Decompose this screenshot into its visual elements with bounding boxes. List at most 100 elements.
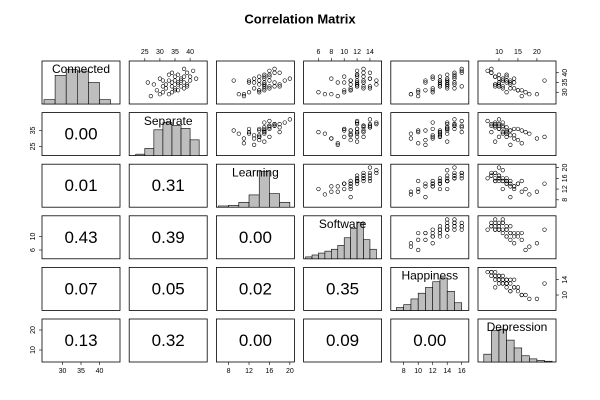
hist-bar (396, 307, 404, 311)
hist-bar (318, 252, 326, 260)
scatter-point (348, 88, 353, 93)
scatter-point (342, 90, 347, 95)
scatter-point (445, 234, 450, 239)
x-tick-label: 8 (227, 368, 231, 375)
hist-bar (258, 171, 270, 208)
hist-bar (218, 205, 229, 208)
scatter-point (354, 173, 360, 178)
scatter-point (354, 178, 360, 184)
scatter-point (367, 84, 373, 89)
y-tick-label: 10 (30, 232, 37, 240)
scatter-point (329, 189, 334, 194)
scatter-point (489, 130, 494, 135)
scatter-point (452, 123, 457, 128)
x-tick-label: 40 (186, 49, 194, 56)
scatter-point (437, 234, 443, 239)
scatter-point (282, 120, 287, 125)
hist-bar (417, 292, 426, 311)
scatter-point (500, 168, 505, 173)
panel (390, 215, 470, 260)
x-tick-label: 12 (245, 368, 253, 375)
panel (477, 266, 557, 311)
scatter-point (459, 220, 464, 225)
scatter-point (361, 125, 366, 130)
scatter-point (416, 189, 421, 194)
scatter-point (262, 120, 267, 125)
scatter-point (493, 120, 498, 125)
x-tick-label: 40 (96, 368, 104, 375)
x-tick-label: 16 (458, 368, 466, 375)
scatter-point (445, 217, 450, 222)
scatter-point (361, 70, 366, 75)
hist-bar (454, 302, 463, 311)
hist-bar (425, 287, 434, 311)
panel (41, 163, 121, 208)
scatter-point (512, 277, 517, 282)
scatter-point (257, 133, 262, 138)
scatter-point (408, 189, 414, 194)
scatter-point (246, 126, 252, 132)
scatter-point (241, 141, 247, 146)
scatter-point (262, 125, 267, 130)
scatter-point (504, 234, 509, 239)
scatter-point (508, 281, 513, 286)
scatter-point (423, 80, 428, 85)
panel (128, 215, 208, 260)
scatter-point (430, 234, 435, 239)
scatter-point (262, 88, 267, 93)
scatter-point (542, 78, 547, 83)
scatter-point (496, 122, 502, 127)
scatter-point (445, 72, 450, 77)
scatter-point (348, 178, 353, 184)
scatter-point (459, 70, 464, 75)
scatter-point (508, 195, 513, 200)
scatter-point (496, 220, 502, 225)
scatter-point (246, 90, 252, 95)
scatter-point (361, 84, 366, 89)
scatter-point (459, 227, 464, 232)
scatter-point (361, 130, 366, 135)
scatter-point (512, 186, 517, 192)
scatter-point (519, 189, 524, 194)
scatter-point (512, 86, 517, 91)
scatter-point (262, 76, 267, 81)
scatter-point (267, 125, 272, 130)
scatter-point (508, 184, 513, 189)
scatter-point (367, 123, 373, 128)
scatter-point (408, 136, 414, 141)
scatter-point (534, 241, 540, 246)
scatter-point (452, 86, 457, 91)
scatter-point (512, 285, 517, 290)
scatter-point (459, 173, 464, 178)
scatter-point (500, 281, 505, 286)
scatter-point (354, 68, 360, 73)
scatter-point (445, 78, 450, 83)
scatter-point (452, 70, 457, 75)
scatter-point (437, 131, 443, 136)
hist-bar (99, 99, 111, 105)
scatter-point (496, 84, 502, 89)
correlation-label: 0.09 (326, 331, 359, 350)
scatter-point (257, 78, 262, 83)
scatter-point (163, 86, 169, 91)
scatter-point (342, 80, 347, 85)
scatter-point (231, 128, 236, 133)
hist-bar (506, 339, 515, 363)
scatter-point (423, 195, 428, 200)
scatter-point (272, 123, 277, 128)
scatter-point (512, 136, 517, 141)
variable-name: Separate (144, 114, 193, 128)
scatter-point (430, 134, 435, 139)
x-tick-label: 6 (317, 49, 321, 56)
scatter-point (316, 130, 321, 135)
scatter-point (175, 88, 181, 93)
scatter-point (452, 173, 457, 178)
hist-bar (350, 227, 358, 260)
scatter-point (246, 131, 252, 136)
scatter-point (277, 125, 282, 130)
scatter-point (194, 76, 199, 81)
scatter-point (252, 142, 257, 147)
scatter-point (408, 244, 414, 249)
scatter-point (452, 80, 457, 85)
scatter-point (489, 66, 494, 71)
